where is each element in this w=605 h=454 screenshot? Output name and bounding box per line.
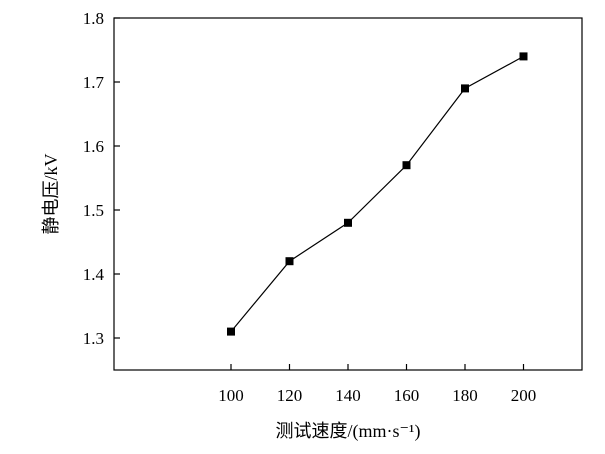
data-point-marker <box>227 327 235 336</box>
y-tick-label: 1.4 <box>83 265 105 284</box>
x-tick-label: 140 <box>335 386 361 405</box>
data-point-marker <box>519 52 528 61</box>
y-tick-label: 1.8 <box>83 9 104 28</box>
data-point-marker <box>402 161 411 170</box>
x-tick-label: 120 <box>277 386 303 405</box>
x-tick-label: 200 <box>511 386 537 405</box>
x-tick-label: 180 <box>452 386 478 405</box>
y-tick-label: 1.3 <box>83 329 104 348</box>
y-tick-label: 1.6 <box>83 137 104 156</box>
plot-area-frame <box>113 17 583 371</box>
x-tick-label: 160 <box>394 386 420 405</box>
data-point-marker <box>344 218 352 227</box>
x-tick-label: 100 <box>218 386 244 405</box>
x-axis: 100 120 140 160 180 200 <box>218 364 536 405</box>
data-point-marker <box>461 84 469 93</box>
y-axis: 1.3 1.4 1.5 1.6 1.7 1.8 <box>83 9 120 348</box>
x-axis-title: 测试速度/(mm·s⁻¹) <box>276 421 421 442</box>
series-layer <box>227 52 528 336</box>
series-line <box>230 55 524 332</box>
data-point-marker <box>285 257 294 266</box>
y-tick-label: 1.5 <box>83 201 104 220</box>
y-axis-title: 静电压/kV <box>41 153 61 234</box>
y-tick-label: 1.7 <box>83 73 105 92</box>
